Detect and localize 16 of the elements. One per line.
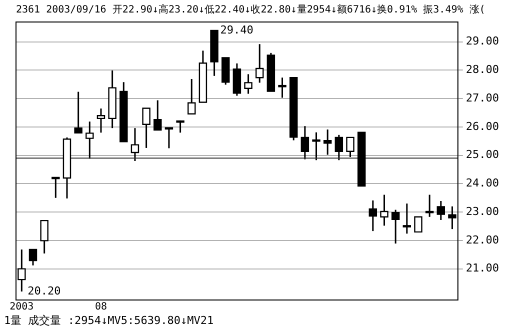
x-tick-label: 2003 bbox=[10, 302, 34, 313]
text: 1量 成交量 :2954↓MV5:5639.80↓MV21 bbox=[4, 314, 214, 327]
y-tick-label: 21.00 bbox=[466, 262, 500, 275]
y-tick-label: 28.00 bbox=[466, 63, 500, 76]
annotation: 29.40 bbox=[220, 23, 254, 36]
annotation: 20.20 bbox=[28, 284, 61, 298]
y-tick-label: 23.00 bbox=[466, 204, 500, 218]
y-tick-label: 27.00 bbox=[466, 91, 500, 104]
candlestick bbox=[414, 216, 422, 233]
y-tick-label: 25.00 bbox=[466, 148, 500, 162]
y-tick-label: 29.00 bbox=[466, 34, 500, 48]
y-tick-label: 24.00 bbox=[466, 176, 500, 190]
chart-title: 2361 2003/09/16 开22.90↓高23.20↓低22.40↓收22.80↓量2954↓额6716↓换0.91% 振3.49% 涨( bbox=[16, 4, 486, 16]
y-tick-label: 26.00 bbox=[466, 120, 500, 133]
y-tick-label: 22.00 bbox=[466, 233, 500, 246]
x-tick-label: 08 bbox=[94, 302, 107, 313]
